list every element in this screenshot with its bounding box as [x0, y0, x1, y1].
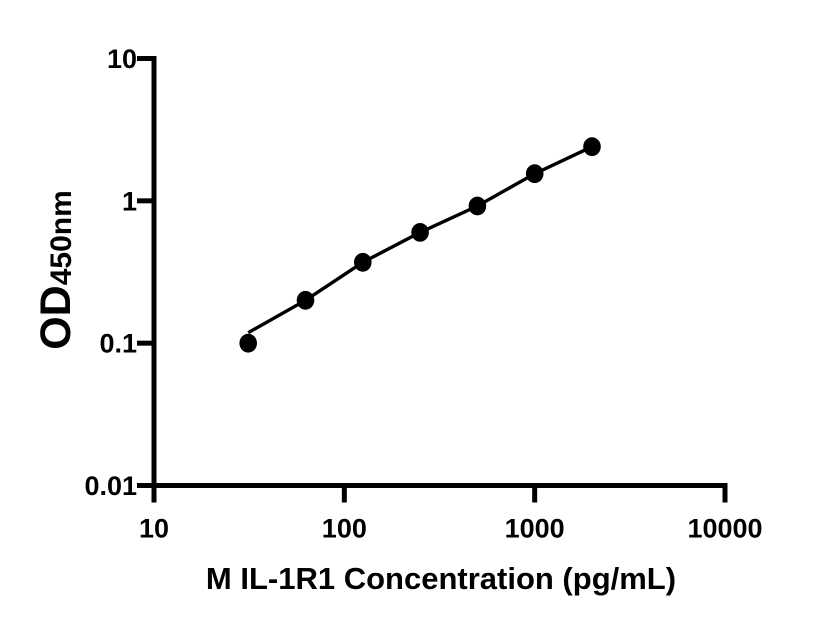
data-point [239, 333, 257, 353]
y-axis-title: OD450nm [32, 190, 80, 350]
data-point [411, 223, 429, 242]
data-point [583, 137, 601, 157]
data-point [354, 252, 372, 272]
y-axis-title-main: OD [32, 285, 80, 350]
data-point [468, 196, 487, 216]
axes-layer: 10 100 1000 10000 10 1 0.1 0.01 [84, 44, 762, 544]
x-tick-label: 100 [322, 514, 367, 544]
x-tick-label: 1000 [505, 514, 565, 544]
data-point [525, 164, 544, 184]
y-axis-title-subscript: 450nm [45, 190, 78, 285]
x-axis-title: M IL-1R1 Concentration (pg/mL) [206, 561, 676, 596]
data-points-layer [239, 137, 601, 353]
y-tick-label: 1 [122, 186, 137, 216]
y-tick-label: 0.1 [99, 329, 137, 359]
data-point [296, 290, 315, 310]
y-tick-label: 10 [107, 44, 137, 74]
x-tick-label: 10 [139, 514, 169, 544]
x-tick-label: 10000 [687, 514, 762, 544]
y-tick-label: 0.01 [84, 471, 137, 501]
